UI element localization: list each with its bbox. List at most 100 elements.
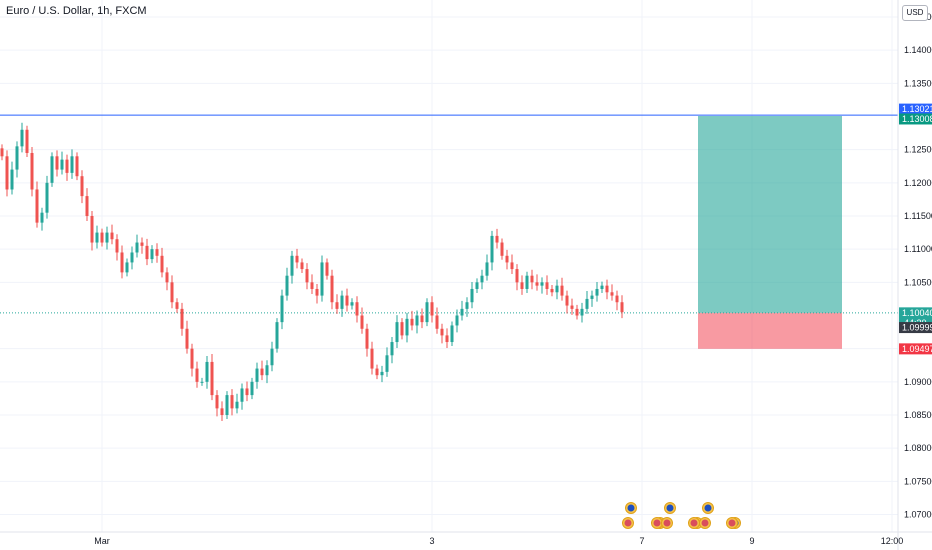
candle xyxy=(65,154,69,181)
time-tick-label: 3 xyxy=(429,536,434,546)
candle xyxy=(395,315,399,349)
candle xyxy=(140,237,144,254)
candle xyxy=(120,245,124,279)
candle xyxy=(480,269,484,290)
candle xyxy=(415,310,419,334)
price-tick-label: 1.14000 xyxy=(904,45,932,55)
candle xyxy=(340,290,344,317)
candle xyxy=(495,228,499,249)
us-event-icon[interactable] xyxy=(699,502,714,529)
candle xyxy=(405,312,409,343)
candle xyxy=(435,307,439,334)
candle xyxy=(200,377,204,386)
candle xyxy=(445,328,449,349)
candle xyxy=(75,152,79,181)
candle xyxy=(485,254,489,281)
candle xyxy=(355,296,359,323)
candle xyxy=(460,300,464,321)
candle xyxy=(170,275,174,309)
candle xyxy=(90,211,94,251)
candle xyxy=(85,188,89,221)
candle xyxy=(535,274,539,291)
candle xyxy=(245,381,249,402)
candle xyxy=(295,248,299,269)
price-tick-label: 1.11500 xyxy=(904,211,932,221)
eu-event-icon[interactable] xyxy=(726,517,741,529)
candle xyxy=(400,318,404,340)
candle xyxy=(500,238,504,260)
price-tick-label: 1.08000 xyxy=(904,443,932,453)
long-position-tool[interactable] xyxy=(698,115,842,349)
candle xyxy=(450,321,454,347)
candle xyxy=(30,147,34,197)
candle xyxy=(475,278,479,293)
candle xyxy=(35,181,39,228)
time-tick-label: 7 xyxy=(639,536,644,546)
candle xyxy=(330,269,334,310)
candle xyxy=(490,230,494,271)
candle xyxy=(375,364,379,380)
candle xyxy=(240,383,244,410)
candle xyxy=(505,249,509,270)
eu-event-icon[interactable] xyxy=(622,502,637,529)
candle xyxy=(510,254,514,275)
candle xyxy=(155,243,159,263)
candle xyxy=(265,360,269,384)
svg-text:1.13021: 1.13021 xyxy=(902,104,932,114)
candle xyxy=(565,290,569,314)
candle xyxy=(430,296,434,323)
profit-zone[interactable] xyxy=(698,115,842,313)
candle xyxy=(285,267,289,301)
candle xyxy=(620,295,624,319)
candle xyxy=(220,401,224,421)
price-tick-label: 1.10500 xyxy=(904,277,932,287)
loss-zone[interactable] xyxy=(698,312,842,349)
candle xyxy=(150,245,154,264)
candle xyxy=(590,290,594,307)
candle xyxy=(305,263,309,290)
candle xyxy=(540,277,544,294)
candle xyxy=(455,309,459,333)
candle xyxy=(60,151,64,175)
currency-button[interactable]: USD xyxy=(902,5,928,21)
price-badge: 1.09497 xyxy=(899,343,932,355)
time-tick-label: 9 xyxy=(749,536,754,546)
candle xyxy=(605,279,609,300)
candle xyxy=(575,304,579,320)
price-tick-label: 1.12500 xyxy=(904,145,932,155)
price-axis[interactable]: 1.145001.140001.135001.125001.120001.115… xyxy=(904,12,932,520)
candle xyxy=(160,247,164,278)
candle xyxy=(600,281,604,293)
us-event-icon[interactable] xyxy=(661,502,676,529)
candle xyxy=(105,226,109,250)
candle xyxy=(550,284,554,297)
candle xyxy=(145,238,149,266)
candle xyxy=(195,361,199,388)
candle xyxy=(325,258,329,280)
candle xyxy=(40,207,44,231)
price-tick-label: 1.07000 xyxy=(904,510,932,520)
candle xyxy=(385,347,389,377)
candle xyxy=(365,323,369,357)
price-badge: 1.09999 xyxy=(899,322,932,334)
candle xyxy=(555,279,559,300)
candle xyxy=(470,282,474,309)
economic-events[interactable] xyxy=(622,502,741,529)
candle xyxy=(135,234,139,258)
candle xyxy=(210,353,214,401)
candle xyxy=(560,277,564,301)
candle xyxy=(125,258,129,277)
candle xyxy=(225,391,229,419)
svg-text:1.09999: 1.09999 xyxy=(902,323,932,333)
candle xyxy=(0,144,4,161)
horizontal-line[interactable] xyxy=(0,114,898,314)
candle xyxy=(55,150,59,177)
candle xyxy=(585,290,589,314)
price-tick-label: 1.13500 xyxy=(904,78,932,88)
candle xyxy=(315,283,319,304)
candle xyxy=(425,298,429,327)
candle xyxy=(110,224,114,245)
candle xyxy=(280,289,284,330)
